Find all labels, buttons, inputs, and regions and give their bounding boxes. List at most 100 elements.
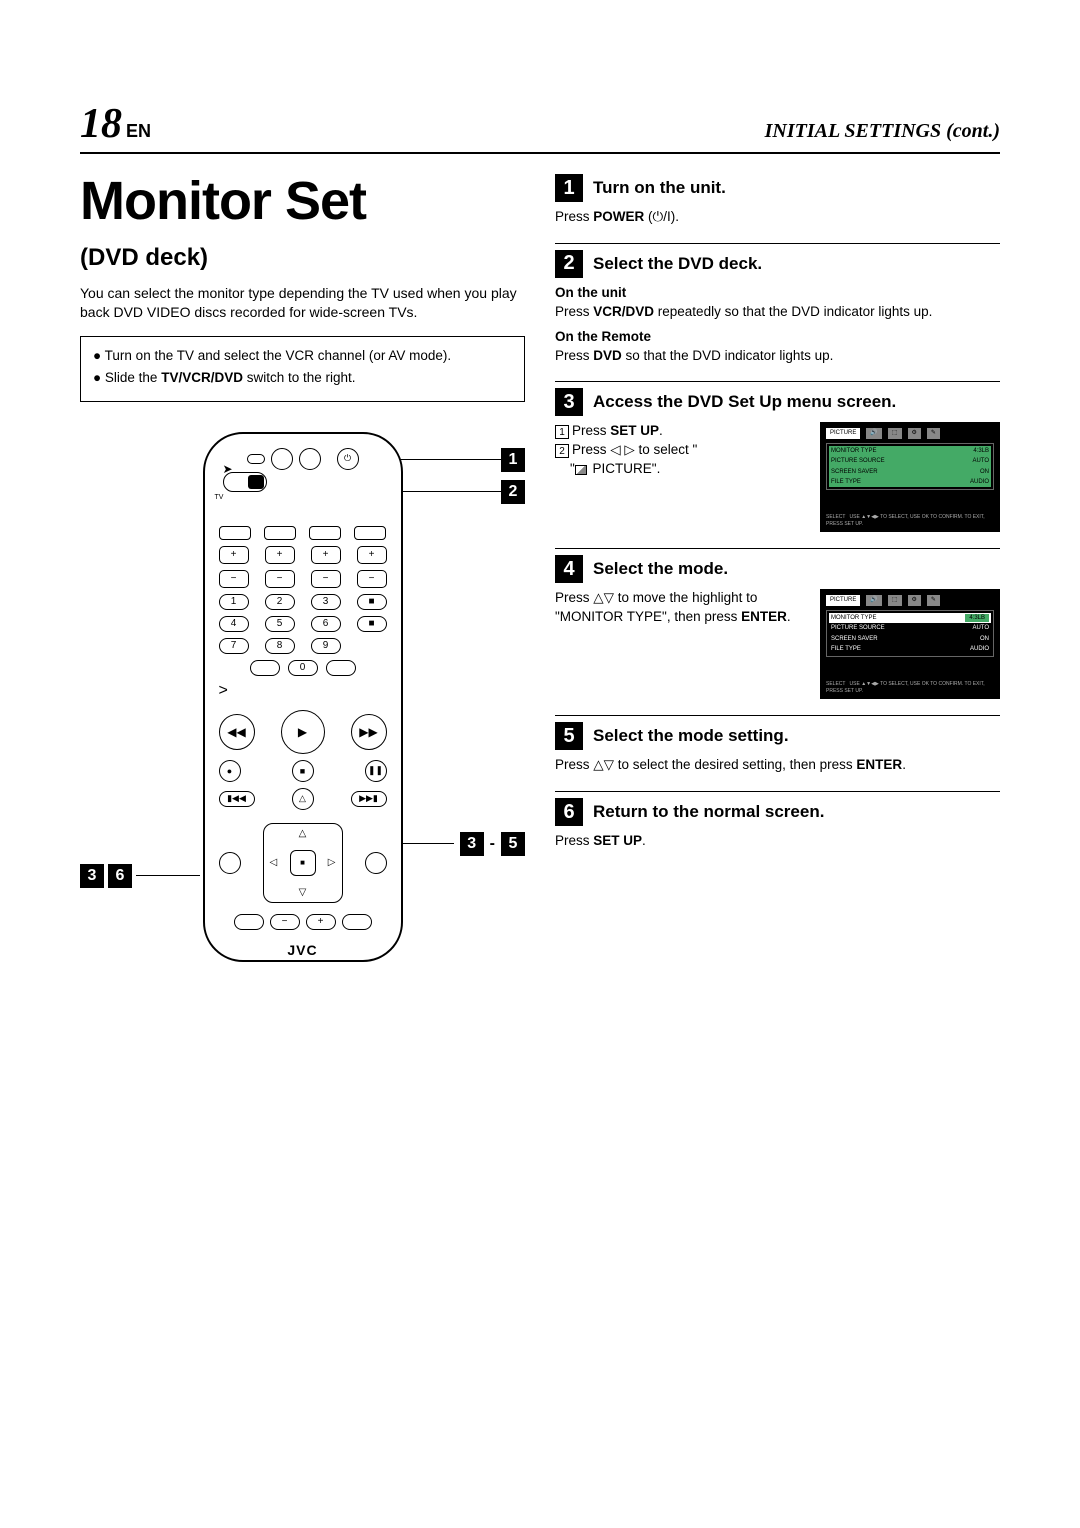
osd-row: SCREEN SAVERON [829,467,991,477]
text-bold: SET UP [593,833,642,848]
osd-row: FILE TYPEAUDIO [829,644,991,654]
step-2-head: 2 Select the DVD deck. [555,243,1000,278]
remote-button: ■ [357,594,387,610]
osd-tab-icon: ⚙ [908,428,921,438]
osd-row: MONITOR TYPE4:3LB [829,613,991,623]
osd-tab-icon: 🔊 [866,428,881,438]
callout-2: 2 [381,480,525,504]
rewind-button: ◀◀ [219,714,255,750]
remote-button [326,660,356,676]
remote-button [271,448,293,470]
text: repeatedly so that the DVD indicator lig… [654,304,932,319]
step-6-head: 6 Return to the normal screen. [555,791,1000,826]
step-5-head: 5 Select the mode setting. [555,715,1000,750]
remote-diagram: 1 2 3 - 5 3 6 [80,432,525,962]
page-number-group: 18EN [80,100,151,148]
substep-num: 2 [555,444,569,458]
sub-label: On the unit [555,284,1000,303]
step-num: 3 [555,388,583,416]
num-3-button: 3 [311,594,341,610]
step-4-body: Press △▽ to move the highlight to "MONIT… [555,589,1000,699]
remote-button [264,526,296,540]
main-title: Monitor Set [80,174,525,228]
plus-button: + [357,546,387,564]
power-icon: ⏻ [337,448,359,470]
page-lang: EN [126,121,151,141]
text: . [787,609,791,624]
osd-row: SCREEN SAVERON [829,634,991,644]
remote-body: ⏻ ➤ TV ++++ −−−− 123■ 456■ 789 0 [203,432,403,962]
step-title: Turn on the unit. [593,178,726,198]
step-2-body: On the unit Press VCR/DVD repeatedly so … [555,284,1000,366]
step-6-body: Press SET UP. [555,832,1000,851]
remote-button [250,660,280,676]
osd-tab-icon: ✎ [927,428,940,438]
note-item: Turn on the TV and select the VCR channe… [93,347,512,366]
ok-button: ■ [290,850,316,876]
osd-tab: PICTURE [826,428,860,438]
note-item: Slide the TV/VCR/DVD switch to the right… [93,369,512,388]
remote-button [247,454,265,464]
text: PICTURE". [589,461,661,476]
num-4-button: 4 [219,616,249,632]
stop-button: ■ [292,760,314,782]
text-bold: DVD [593,348,622,363]
step-title: Access the DVD Set Up menu screen. [593,392,896,412]
num-9-button: 9 [311,638,341,654]
intro-text: You can select the monitor type dependin… [80,284,525,322]
osd-tab-icon: ⚙ [908,595,921,605]
vol-up-button: + [306,914,336,930]
num-0-button: 0 [288,660,318,676]
osd-tab-icon: ⬚ [888,595,902,605]
plus-button: + [219,546,249,564]
callout-3-5: 3 - 5 [390,832,525,856]
text: . [659,423,663,438]
brand-logo: JVC [219,942,387,958]
prev-button: ▮◀◀ [219,791,255,807]
osd-footer: SELECT USE ▲▼◀▶ TO SELECT, USE OK TO CON… [826,681,994,695]
remote-button [219,526,251,540]
num-5-button: 5 [265,616,295,632]
callout-num: 1 [501,448,525,472]
step-num: 4 [555,555,583,583]
substep-num: 1 [555,425,569,439]
step-num: 5 [555,722,583,750]
step-title: Select the mode setting. [593,726,789,746]
text-bold: POWER [593,209,644,224]
step-num: 2 [555,250,583,278]
remote-button [309,526,341,540]
callout-3-6: 3 6 [80,864,200,888]
record-button: ● [219,760,241,782]
step-title: Return to the normal screen. [593,802,824,822]
text: Press ◁ ▷ to select " [572,442,697,457]
step-title: Select the mode. [593,559,728,579]
osd-footer: SELECT USE ▲▼◀▶ TO SELECT, USE OK TO CON… [826,514,994,528]
minus-button: − [265,570,295,588]
osd-screenshot: PICTURE🔊⬚⚙✎ MONITOR TYPE4:3LB PICTURE SO… [820,589,1000,699]
num-8-button: 8 [265,638,295,654]
minus-button: − [311,570,341,588]
text: Press [555,304,593,319]
page-header: 18EN INITIAL SETTINGS (cont.) [80,100,1000,154]
next-button: ▶▶▮ [351,791,387,807]
mode-switch [223,472,267,492]
remote-button [354,526,386,540]
sub-label: On the Remote [555,328,1000,347]
step-4-head: 4 Select the mode. [555,548,1000,583]
tv-label: TV [215,494,224,501]
pause-button: ❚❚ [365,760,387,782]
up-button: △ [292,788,314,810]
step-title: Select the DVD deck. [593,254,762,274]
text-bold: SET UP [610,423,659,438]
remote-button [342,914,372,930]
text-bold: ENTER [856,757,902,772]
step-1-head: 1 Turn on the unit. [555,174,1000,202]
step-num: 1 [555,174,583,202]
text: . [902,757,906,772]
subtitle: (DVD deck) [80,244,525,272]
callout-dash: - [490,835,495,853]
remote-button [234,914,264,930]
remote-button [299,448,321,470]
ffwd-button: ▶▶ [351,714,387,750]
step-num: 6 [555,798,583,826]
